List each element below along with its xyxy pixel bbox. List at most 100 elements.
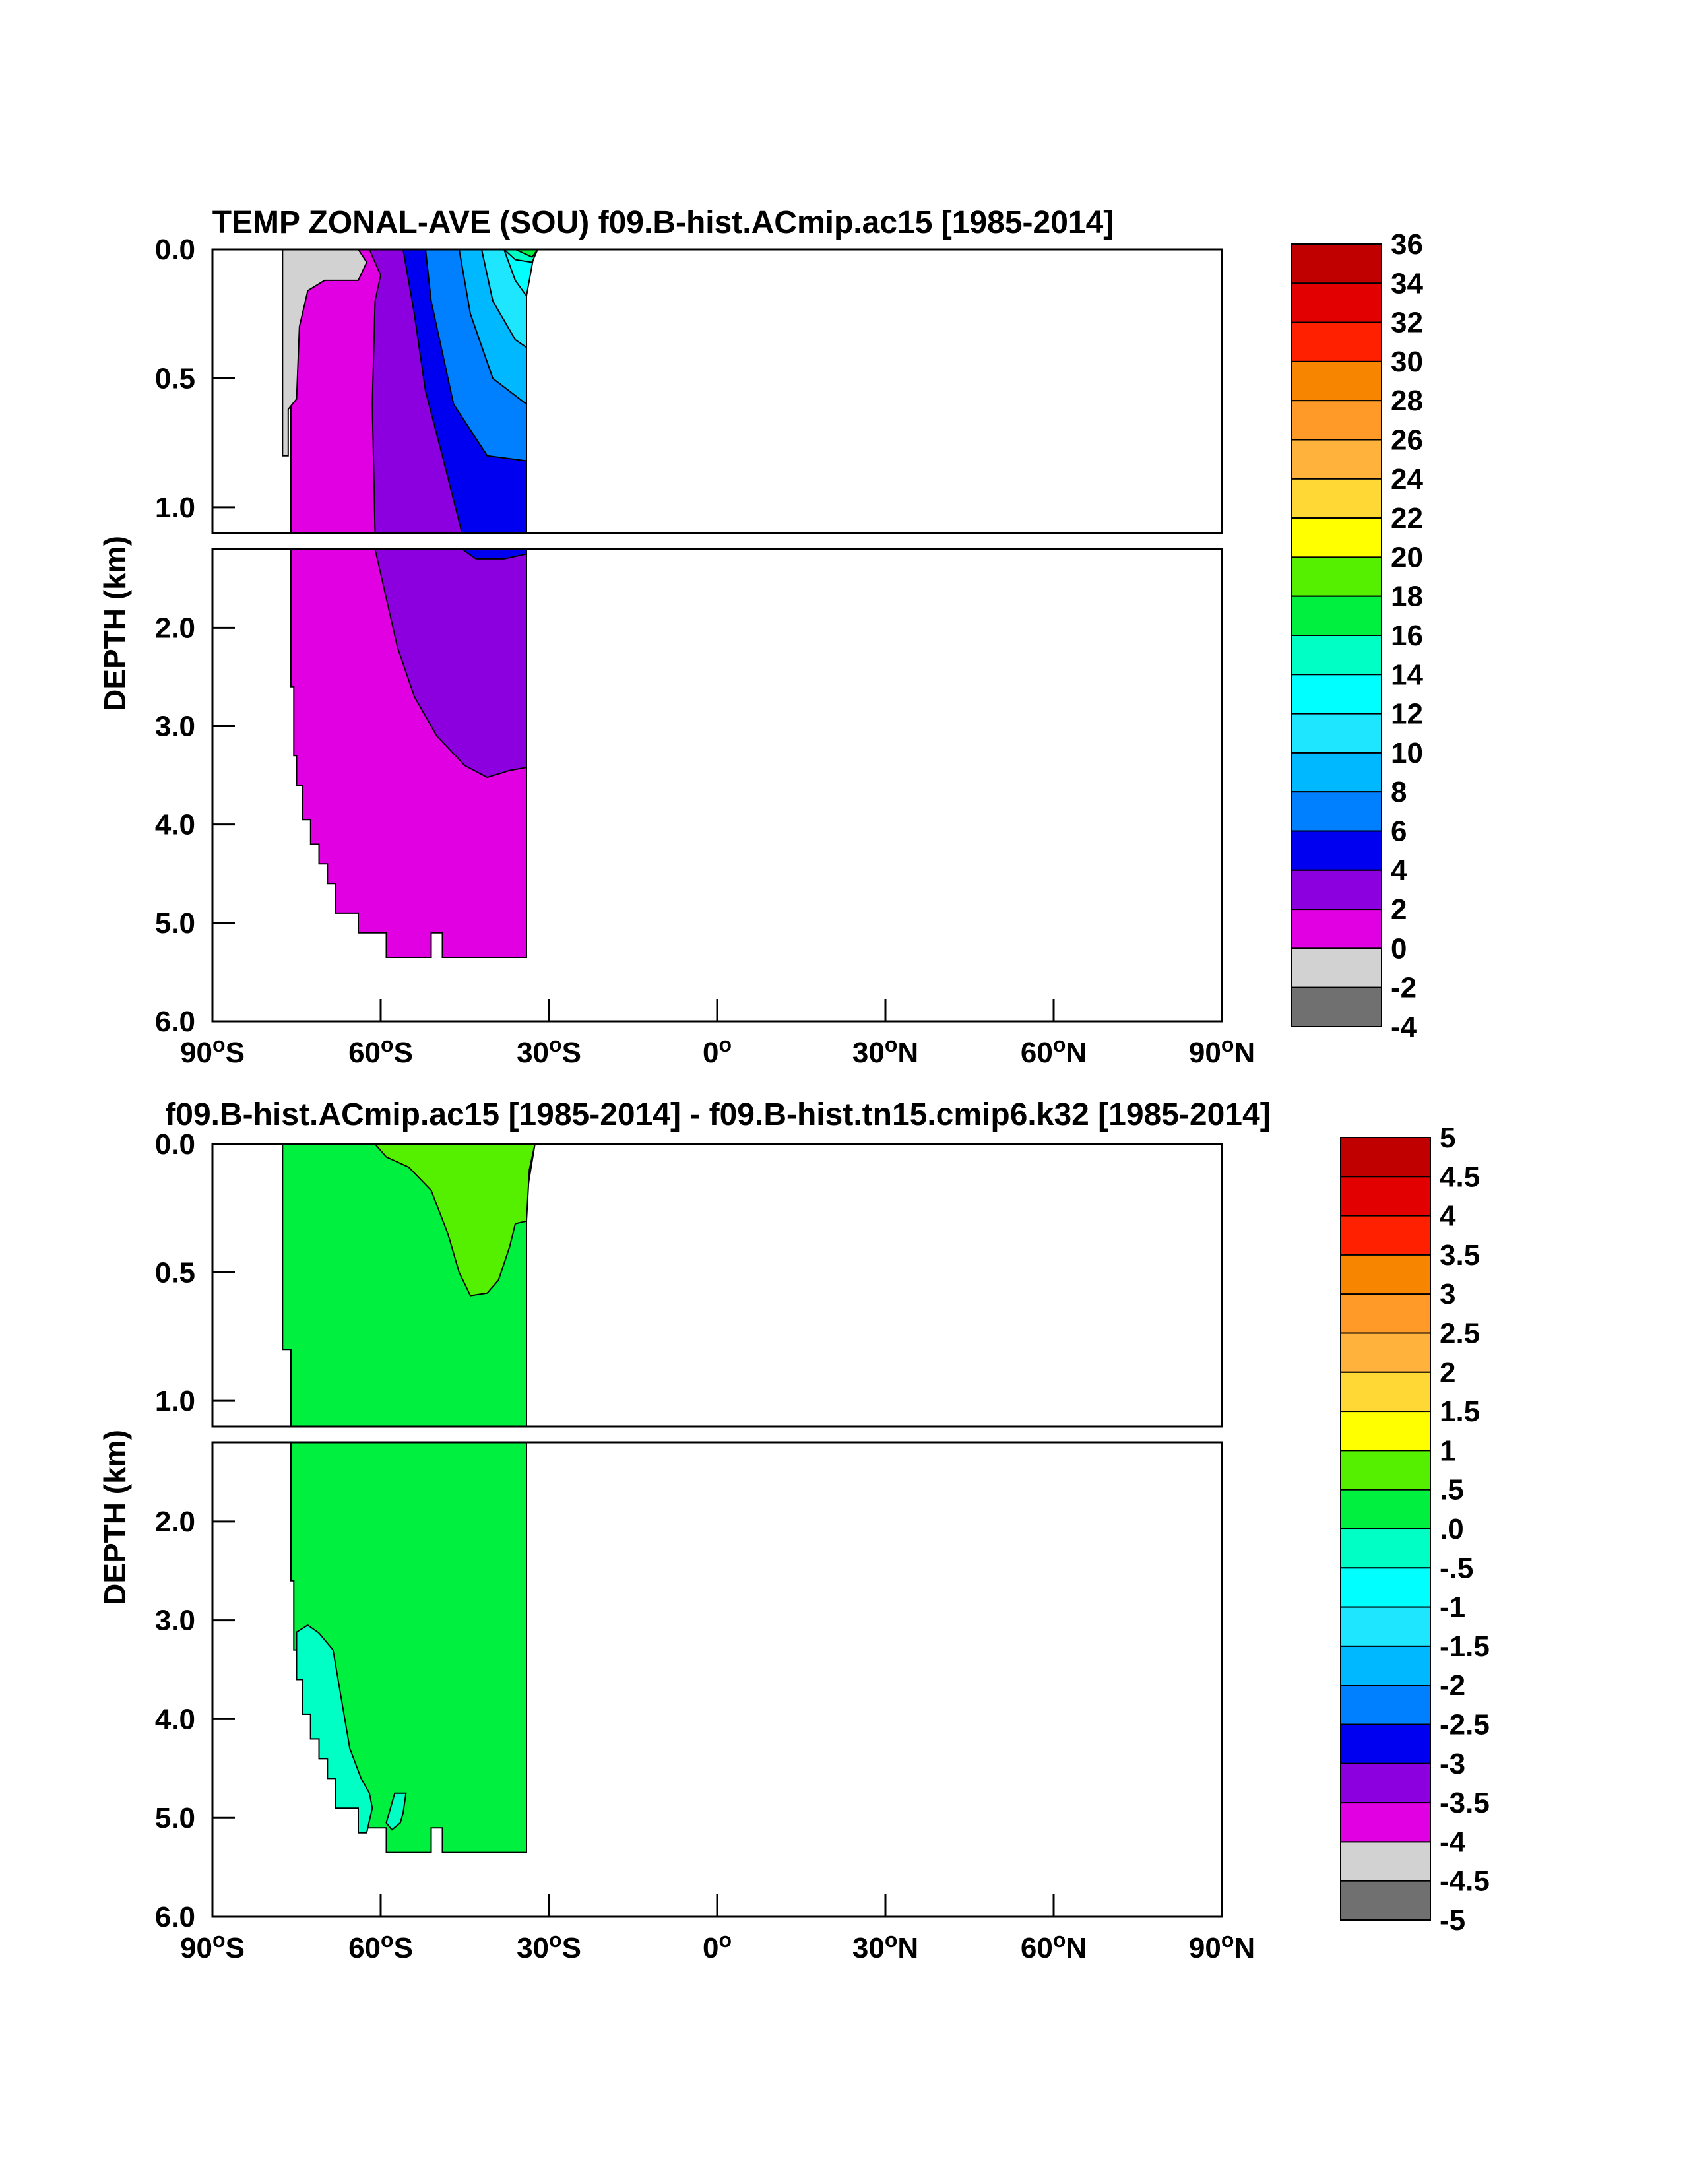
colorbar-swatch <box>1291 752 1382 793</box>
colorbar-label: -2 <box>1391 972 1417 1004</box>
colorbar-swatch <box>1340 1332 1431 1373</box>
colorbar: 54.543.532.521.51.5.0-.5-1-1.5-2-2.5-3-3… <box>1340 1122 1490 1937</box>
colorbar-label: 14 <box>1391 658 1423 691</box>
colorbar-label: 10 <box>1391 737 1423 769</box>
colorbar-label: 2 <box>1391 893 1407 926</box>
y-tick-label: 6.0 <box>155 1006 195 1038</box>
panel-title: TEMP ZONAL-AVE (SOU) f09.B-hist.ACmip.ac… <box>212 205 1114 240</box>
contour-region <box>374 549 527 779</box>
y-axis-label: DEPTH (km) <box>98 536 132 711</box>
colorbar-swatch <box>1340 1762 1431 1804</box>
colorbar-label: 30 <box>1391 346 1423 378</box>
y-tick-label: 2.0 <box>155 1506 195 1538</box>
x-axis: 90oS 60oS 30oS 0o 30oN 60oN 90oN <box>180 1894 1255 1964</box>
y-tick-label: 2.0 <box>155 612 195 644</box>
colorbar-label: -1 <box>1440 1591 1465 1624</box>
y-tick-label: 5.0 <box>155 1802 195 1834</box>
x-tick-label: 90oS <box>180 1033 245 1069</box>
colorbar-swatch <box>1291 400 1382 441</box>
y-tick-label: 4.0 <box>155 809 195 841</box>
x-tick-label: 60oN <box>1021 1033 1087 1069</box>
colorbar-label: .5 <box>1440 1474 1464 1506</box>
x-tick-label: 30oS <box>517 1033 581 1069</box>
colorbar-label: -5 <box>1440 1904 1465 1937</box>
colorbar-label: -2.5 <box>1440 1709 1490 1741</box>
colorbar-swatch <box>1291 869 1382 911</box>
colorbar-swatch <box>1340 1450 1431 1491</box>
colorbar-label: 0 <box>1391 932 1407 965</box>
x-tick-label: 30oN <box>852 1033 918 1069</box>
x-tick-label: 60oS <box>348 1928 413 1964</box>
x-tick-label: 30oS <box>517 1928 581 1964</box>
colorbar-swatch <box>1291 986 1382 1027</box>
x-tick-label: 0o <box>703 1928 732 1964</box>
colorbar-swatch <box>1291 517 1382 558</box>
colorbar-swatch <box>1291 243 1382 284</box>
colorbar-swatch <box>1291 595 1382 637</box>
colorbar-label: 22 <box>1391 502 1423 534</box>
y-tick-label: 0.0 <box>155 234 195 266</box>
colorbar-label: -1.5 <box>1440 1630 1490 1663</box>
y-axis: 0.0 0.5 1.0 2.0 3.0 4.0 5.0 6.0 <box>155 1128 235 1933</box>
colorbar-label: 12 <box>1391 698 1423 730</box>
colorbar-label: .0 <box>1440 1513 1464 1545</box>
colorbar-label: 36 <box>1391 228 1423 261</box>
colorbar-label: 6 <box>1391 816 1407 848</box>
y-tick-label: 0.5 <box>155 362 195 395</box>
colorbar-swatch <box>1291 909 1382 949</box>
colorbar-label: -4 <box>1391 1011 1417 1043</box>
x-tick-label: 90oN <box>1189 1928 1255 1964</box>
contour-region <box>282 249 367 457</box>
colorbar-label: 1.5 <box>1440 1396 1480 1428</box>
colorbar-swatch <box>1291 282 1382 323</box>
colorbar-label: -2 <box>1440 1669 1465 1702</box>
contour-region <box>296 1624 373 1834</box>
colorbar-label: 8 <box>1391 776 1407 808</box>
colorbar-swatch <box>1291 556 1382 597</box>
contour-region <box>374 1144 536 1297</box>
colorbar-label: 4 <box>1391 854 1407 887</box>
colorbar-swatch <box>1340 1802 1431 1843</box>
colorbar-swatch <box>1291 360 1382 402</box>
y-tick-label: 0.0 <box>155 1128 195 1161</box>
colorbar-swatch <box>1291 713 1382 754</box>
colorbar-label: 16 <box>1391 620 1423 652</box>
y-tick-label: 3.0 <box>155 711 195 743</box>
y-tick-label: 5.0 <box>155 907 195 940</box>
colorbar-swatch <box>1340 1137 1431 1178</box>
colorbar-label: 26 <box>1391 424 1423 457</box>
panel-temperature: TEMP ZONAL-AVE (SOU) f09.B-hist.ACmip.ac… <box>98 205 1423 1069</box>
colorbar-swatch <box>1291 947 1382 988</box>
x-tick-label: 90oS <box>180 1928 245 1964</box>
colorbar-label: 28 <box>1391 385 1423 417</box>
colorbar-label: -4 <box>1440 1826 1466 1858</box>
y-tick-label: 3.0 <box>155 1605 195 1637</box>
y-tick-label: 1.0 <box>155 492 195 524</box>
panel-title: f09.B-hist.ACmip.ac15 [1985-2014] - f09.… <box>165 1097 1270 1132</box>
colorbar-label: -4.5 <box>1440 1865 1490 1898</box>
plot-frame-upper <box>211 248 1223 534</box>
colorbar-swatch <box>1340 1880 1431 1921</box>
colorbar-swatch <box>1340 1528 1431 1569</box>
y-tick-label: 1.0 <box>155 1385 195 1417</box>
colorbar-label: 2 <box>1440 1357 1455 1389</box>
colorbar-swatch <box>1340 1176 1431 1217</box>
colorbar-label: -.5 <box>1440 1552 1473 1584</box>
colorbar-label: 20 <box>1391 541 1423 573</box>
colorbar-label: 4.5 <box>1440 1161 1480 1193</box>
colorbar-swatch <box>1291 674 1382 715</box>
x-tick-label: 60oS <box>348 1033 413 1069</box>
colorbar-swatch <box>1340 1841 1431 1882</box>
colorbar-label: 4 <box>1440 1200 1456 1233</box>
colorbar-swatch <box>1340 1371 1431 1413</box>
contour-fields-upper <box>282 249 539 533</box>
colorbar-swatch <box>1340 1567 1431 1608</box>
colorbar-swatch <box>1340 1293 1431 1334</box>
y-tick-label: 0.5 <box>155 1257 195 1289</box>
x-tick-label: 90oN <box>1189 1033 1255 1069</box>
colorbar-swatch <box>1291 439 1382 480</box>
colorbar-swatch <box>1340 1411 1431 1452</box>
colorbar-swatch <box>1340 1489 1431 1529</box>
